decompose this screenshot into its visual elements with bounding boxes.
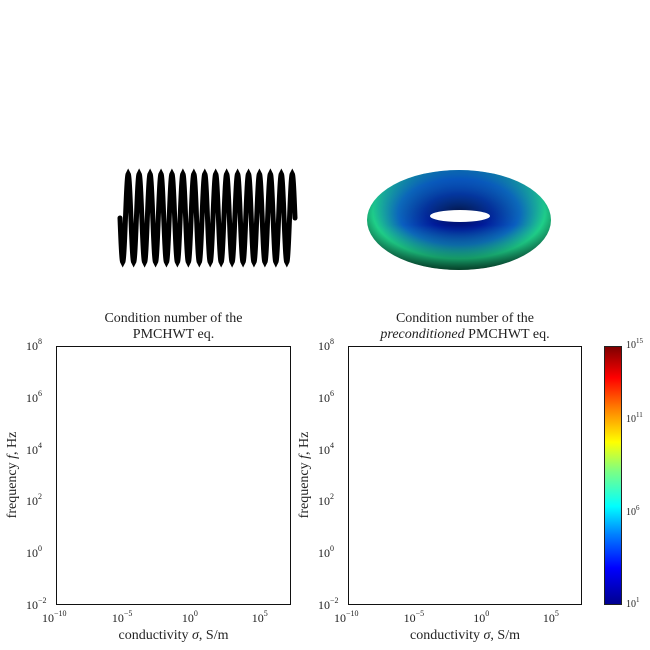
plot1-title-line2: PMCHWT eq. <box>56 327 291 343</box>
plot2-ylabel: frequency f, Hz <box>297 431 312 519</box>
plot1-ytick: 102 <box>26 492 42 509</box>
colorbar-tick: 1011 <box>626 411 643 426</box>
plot1-ytick: 10−2 <box>26 596 47 612</box>
plot2-title-italic: preconditioned <box>380 327 465 342</box>
plot1-xtick: 105 <box>251 609 268 625</box>
helix-coil-path <box>117 168 298 268</box>
plot1-xtick: 10−5 <box>111 609 133 625</box>
plot2-xlabel: conductivity σ, S/m <box>410 628 520 643</box>
plot2-ytick: 102 <box>318 492 334 509</box>
plot2-title-line2: preconditioned PMCHWT eq. <box>348 327 582 343</box>
plot2-ytick: 100 <box>318 544 334 561</box>
plot1-xtick: 100 <box>181 609 198 625</box>
plot1-ytick: 104 <box>26 440 42 457</box>
plot2-xtick: 100 <box>473 609 490 625</box>
plot2-xtick: 10−5 <box>403 609 425 625</box>
plot2-xtick: 105 <box>542 609 559 625</box>
colorbar-tick: 101 <box>626 596 640 610</box>
plot2-ytick: 104 <box>318 440 334 457</box>
helix-coil-illustration <box>117 168 298 268</box>
plot2-ytick: 108 <box>318 337 334 353</box>
plot1-ytick: 100 <box>26 544 42 561</box>
plot1-title-rest: PMCHWT eq. <box>132 327 215 342</box>
torus-hole <box>430 210 490 222</box>
torus-illustration <box>367 170 551 270</box>
plot1-xlabel: conductivity σ, S/m <box>118 628 229 643</box>
plot2-ytick: 106 <box>318 388 334 405</box>
plot1-xtick: 10−10 <box>42 609 67 625</box>
colorbar <box>604 346 622 605</box>
plot2-xtick: 10−10 <box>334 609 359 625</box>
plot1-ylabel: frequency f, Hz <box>5 431 20 519</box>
plot1-axes[interactable] <box>56 346 291 605</box>
plot2-axes[interactable] <box>348 346 582 605</box>
plot2-title: Condition number of the preconditioned P… <box>348 311 582 343</box>
plot1-ytick: 108 <box>26 337 42 353</box>
plot2-title-line1: Condition number of the <box>395 311 535 326</box>
colorbar-tick: 1015 <box>626 337 643 351</box>
plot1-ytick: 106 <box>26 388 42 405</box>
plot1-title: Condition number of the PMCHWT eq. <box>56 311 291 343</box>
plot1-title-line1: Condition number of the <box>104 311 243 326</box>
plot2-title-rest: PMCHWT eq. <box>464 327 550 342</box>
colorbar-tick: 106 <box>626 503 640 518</box>
plot2-ytick: 10−2 <box>318 596 339 612</box>
